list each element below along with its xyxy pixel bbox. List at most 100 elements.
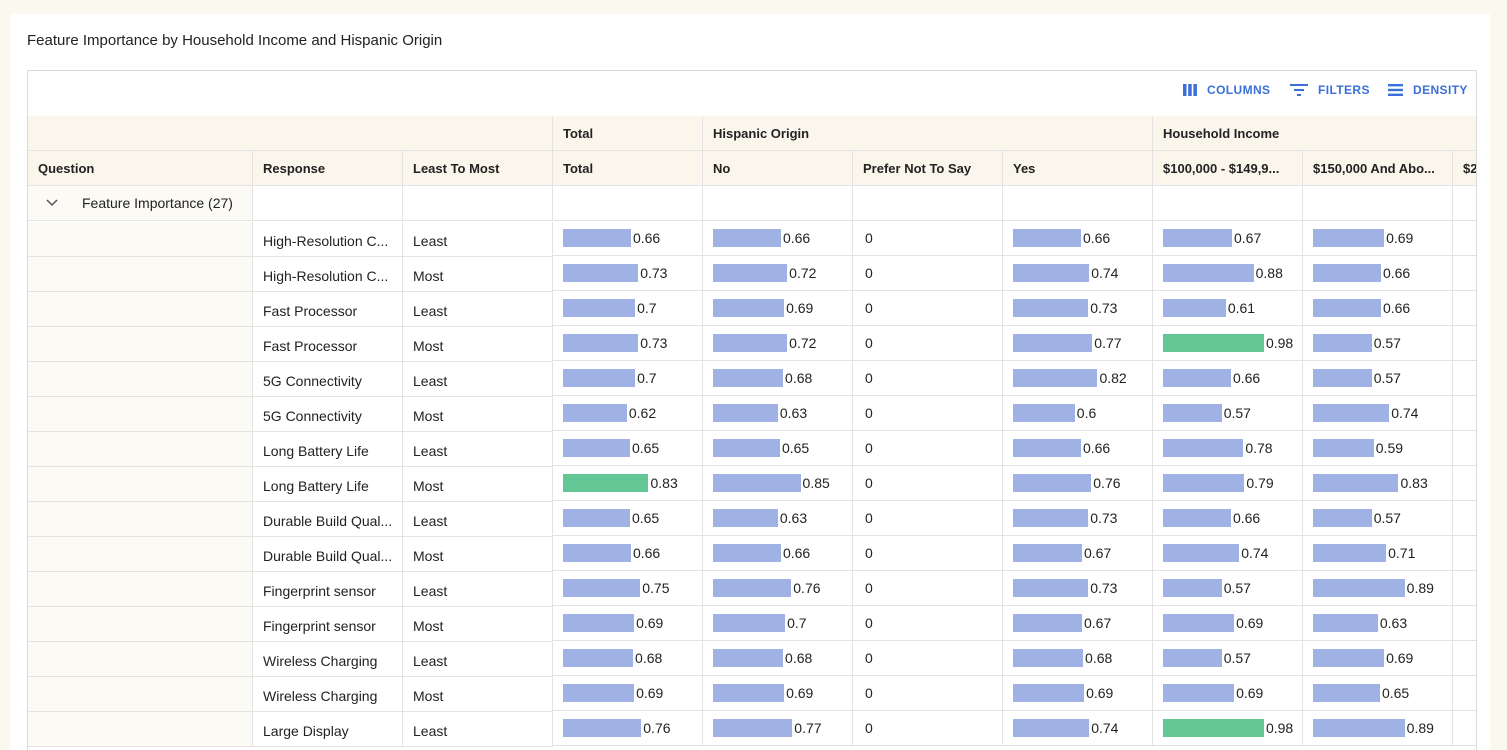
value-label: 0.57 (1223, 650, 1251, 666)
response-cell: Fast Processor (253, 292, 403, 327)
bar (1313, 439, 1374, 457)
bar (713, 579, 792, 597)
value-cell: 0.72 (703, 256, 853, 291)
bar (563, 579, 641, 597)
value-cell: 0 (853, 466, 1003, 501)
header-spacer (403, 116, 553, 151)
value-cell: 0.98 (1153, 711, 1303, 746)
value-cell: 0.61 (1153, 291, 1303, 326)
level-cell: Most (403, 327, 553, 362)
bar (1163, 404, 1222, 422)
columns-label: COLUMNS (1207, 83, 1271, 97)
value-cell: 0.72 (703, 326, 853, 361)
value-label: 0 (865, 230, 873, 246)
filters-icon (1290, 84, 1308, 96)
filters-button[interactable]: FILTERS (1290, 83, 1370, 97)
response-cell: Wireless Charging (253, 642, 403, 677)
page-title: Feature Importance by Household Income a… (27, 32, 443, 49)
value-cell: 0.65 (553, 431, 703, 466)
value-cell: 0.57 (1303, 326, 1453, 361)
value-cell (1453, 711, 1476, 746)
value-cell: 0.82 (1003, 361, 1153, 396)
value-label: 0.66 (1382, 265, 1411, 281)
value-cell: 0.88 (1153, 256, 1303, 291)
column-header: Yes (1003, 151, 1153, 186)
level-cell: Least (403, 362, 553, 397)
value-cell: 0.68 (703, 641, 853, 676)
value-label: 0.89 (1406, 720, 1434, 736)
level-cell: Most (403, 537, 553, 572)
value-label: 0 (865, 650, 873, 666)
level-cell: Least (403, 502, 553, 537)
question-cell (28, 397, 253, 432)
value-label: 0 (865, 370, 873, 386)
value-label: 0.66 (1232, 510, 1261, 526)
question-cell (28, 712, 253, 747)
value-cell: 0.73 (1003, 571, 1153, 606)
question-cell (28, 502, 253, 537)
value-label: 0.76 (793, 580, 821, 596)
value-cell: 0.57 (1153, 571, 1303, 606)
value-label: 0.59 (1375, 440, 1404, 456)
bar (1313, 264, 1381, 282)
value-label: 0.69 (1236, 685, 1264, 701)
bar (1163, 264, 1254, 282)
level-cell: Least (403, 292, 553, 327)
bar (1313, 474, 1399, 492)
value-cell: 0.73 (1003, 291, 1153, 326)
bar (1163, 299, 1226, 317)
value-label: 0.73 (1090, 300, 1118, 316)
value-cell (1453, 221, 1476, 256)
value-cell: 0.67 (1153, 221, 1303, 256)
bar (1013, 334, 1093, 352)
value-label: 0.7 (637, 300, 657, 316)
group-cell (703, 186, 853, 221)
bar (713, 439, 780, 457)
column-header: Total (553, 151, 703, 186)
value-label: 0.72 (789, 335, 817, 351)
level-cell: Most (403, 257, 553, 292)
group-cell (553, 186, 703, 221)
question-cell (28, 537, 253, 572)
value-label: 0.69 (1386, 230, 1414, 246)
bar (713, 649, 784, 667)
bar (1313, 229, 1385, 247)
question-cell (28, 467, 253, 502)
bar (563, 684, 635, 702)
value-cell: 0.57 (1303, 501, 1453, 536)
column-group-header: Hispanic Origin (703, 116, 1153, 151)
column-group-header: Household Income (1153, 116, 1476, 151)
bar (713, 264, 788, 282)
value-label: 0.69 (786, 300, 814, 316)
value-cell (1453, 571, 1476, 606)
bar (713, 544, 781, 562)
value-cell: 0 (853, 221, 1003, 256)
density-button[interactable]: DENSITY (1388, 83, 1468, 97)
bar (1163, 369, 1231, 387)
value-label: 0.57 (1223, 405, 1251, 421)
column-header: Prefer Not To Say (853, 151, 1003, 186)
value-label: 0.85 (802, 475, 830, 491)
value-label: 0.69 (1386, 650, 1414, 666)
question-cell (28, 607, 253, 642)
value-label: 0 (865, 300, 873, 316)
value-cell: 0.59 (1303, 431, 1453, 466)
value-cell: 0.7 (553, 361, 703, 396)
columns-button[interactable]: COLUMNS (1183, 83, 1270, 97)
column-header: Response (253, 151, 403, 186)
bar (1313, 684, 1380, 702)
value-label: 0.62 (628, 405, 657, 421)
value-cell: 0.69 (703, 291, 853, 326)
bar (1163, 579, 1222, 597)
value-label: 0.63 (779, 405, 808, 421)
value-label: 0.65 (781, 440, 810, 456)
value-label: 0.66 (782, 230, 811, 246)
value-label: 0.82 (1099, 370, 1127, 386)
value-cell (1453, 676, 1476, 711)
bar (1313, 544, 1387, 562)
question-cell (28, 642, 253, 677)
response-cell: Large Display (253, 712, 403, 747)
value-label: 0.75 (642, 580, 670, 596)
value-cell: 0.74 (1303, 396, 1453, 431)
collapse-chevron[interactable] (46, 199, 58, 207)
